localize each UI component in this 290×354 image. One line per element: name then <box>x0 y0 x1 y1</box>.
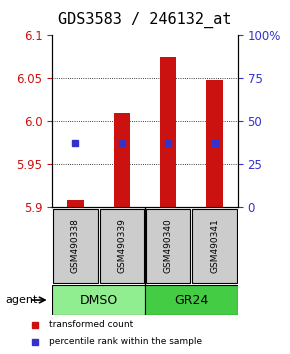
Bar <box>160 57 176 207</box>
FancyBboxPatch shape <box>99 209 144 284</box>
Text: GSM490341: GSM490341 <box>210 219 219 273</box>
Text: GDS3583 / 246132_at: GDS3583 / 246132_at <box>58 12 232 28</box>
Text: GR24: GR24 <box>174 293 209 307</box>
FancyBboxPatch shape <box>145 285 238 315</box>
Text: agent: agent <box>6 295 38 305</box>
Text: percentile rank within the sample: percentile rank within the sample <box>49 337 202 346</box>
FancyBboxPatch shape <box>192 209 237 284</box>
Text: GSM490338: GSM490338 <box>71 218 80 274</box>
Text: GSM490339: GSM490339 <box>117 218 126 274</box>
Bar <box>67 200 84 207</box>
FancyBboxPatch shape <box>52 285 145 315</box>
Text: transformed count: transformed count <box>49 320 134 330</box>
Text: DMSO: DMSO <box>79 293 118 307</box>
FancyBboxPatch shape <box>53 209 98 284</box>
Bar <box>206 80 223 207</box>
Bar <box>114 113 130 207</box>
Text: GSM490340: GSM490340 <box>164 219 173 273</box>
FancyBboxPatch shape <box>146 209 191 284</box>
